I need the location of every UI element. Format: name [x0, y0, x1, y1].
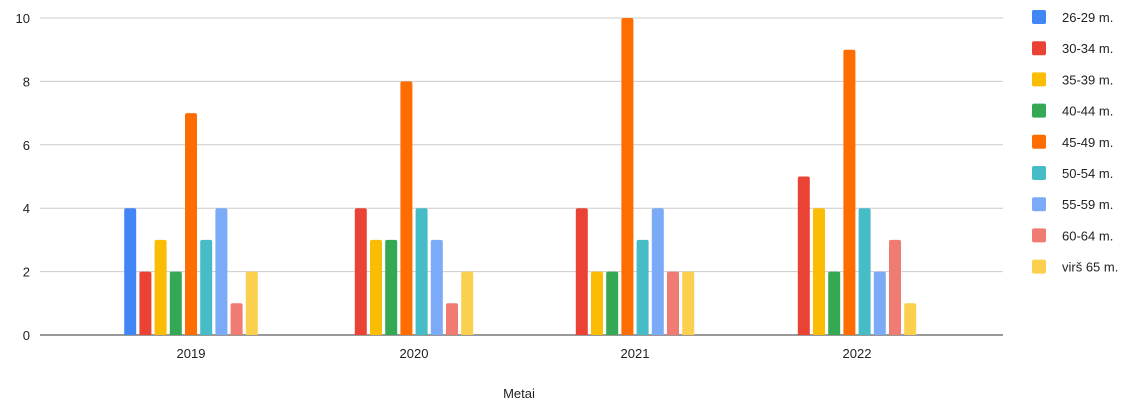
legend-swatch [1032, 166, 1046, 180]
bar-2020-40-44-m [385, 239, 398, 335]
y-tick-label: 2 [23, 265, 30, 280]
bar-2021-35-39-m [591, 271, 603, 335]
bar-2019-26-29-m [124, 208, 137, 335]
legend-item: 35-39 m. [1032, 72, 1113, 87]
gridlines [40, 17, 1003, 336]
y-tick-label: 10 [16, 11, 30, 26]
legend-label: 45-49 m. [1062, 135, 1113, 150]
legend-item: 60-64 m. [1032, 228, 1113, 243]
x-tick-label: 2020 [400, 346, 429, 361]
bar-2022-vir-65-m [904, 303, 917, 335]
legend-label: 60-64 m. [1062, 228, 1113, 243]
bar-2019-50-54-m [200, 239, 213, 335]
bar-2022-30-34-m [797, 176, 810, 335]
bar-2019-35-39-m [154, 239, 167, 335]
bar-2022-50-54-m [858, 208, 871, 335]
legend-item: 55-59 m. [1032, 197, 1113, 212]
legend-item: 50-54 m. [1032, 166, 1113, 181]
bar-2021-50-54-m [636, 239, 649, 335]
x-axis-ticks: 2019 2020 2021 2022 [177, 346, 872, 361]
legend: 26-29 m. 30-34 m. 35-39 m. 40-44 m. 45-49 m.… [1032, 10, 1118, 275]
bar-2022-55-59-m [873, 271, 886, 335]
legend-swatch [1032, 228, 1046, 243]
bar-2021-45-49-m [621, 18, 634, 335]
bar-2020-35-39-m [370, 239, 382, 335]
bar-2020-60-64-m [446, 303, 458, 335]
legend-label: 55-59 m. [1062, 197, 1113, 212]
x-axis-title: Metai [503, 386, 535, 401]
bar-2019-40-44-m [169, 271, 182, 335]
bar-2019-55-59-m [215, 208, 228, 335]
legend-swatch [1032, 103, 1046, 118]
bar-2021-40-44-m [606, 271, 619, 335]
bar-2021-vir-65-m [682, 271, 695, 335]
bar-2020-30-34-m [354, 208, 367, 335]
bar-2020-55-59-m [430, 239, 443, 335]
legend-swatch [1032, 259, 1046, 274]
legend-item: virš 65 m. [1032, 259, 1118, 275]
legend-swatch [1032, 41, 1046, 56]
legend-swatch [1032, 72, 1046, 87]
bar-2019-60-64-m [230, 303, 243, 335]
bar-2021-55-59-m [651, 208, 664, 335]
legend-item: 26-29 m. [1032, 10, 1113, 25]
y-tick-label: 8 [23, 74, 30, 89]
bar-2022-60-64-m [889, 239, 901, 335]
bar-2019-30-34-m [139, 271, 152, 335]
legend-swatch [1032, 134, 1046, 149]
y-tick-label: 0 [23, 328, 30, 343]
legend-label: 40-44 m. [1062, 104, 1113, 119]
legend-label: virš 65 m. [1062, 260, 1118, 275]
bar-2020-45-49-m [400, 81, 413, 336]
legend-label: 50-54 m. [1062, 166, 1113, 181]
bar-2022-35-39-m [813, 208, 825, 335]
bar-2020-vir-65-m [461, 271, 474, 335]
y-axis-ticks: 0 2 4 6 8 10 [16, 11, 30, 343]
bar-2022-40-44-m [828, 271, 841, 335]
bar-2019-45-49-m [185, 113, 197, 335]
legend-item: 45-49 m. [1032, 134, 1113, 150]
bar-2022-45-49-m [843, 49, 856, 335]
x-tick-label: 2019 [177, 346, 206, 361]
x-tick-label: 2021 [621, 346, 650, 361]
legend-label: 26-29 m. [1062, 10, 1113, 25]
legend-label: 30-34 m. [1062, 41, 1113, 56]
legend-label: 35-39 m. [1062, 72, 1113, 87]
bars [124, 18, 917, 336]
bar-2021-30-34-m [575, 208, 588, 335]
bar-2020-50-54-m [415, 208, 428, 335]
y-tick-label: 4 [23, 201, 30, 216]
y-tick-label: 6 [23, 138, 30, 153]
bar-2021-60-64-m [667, 271, 679, 335]
legend-swatch [1032, 197, 1046, 212]
x-tick-label: 2022 [843, 346, 872, 361]
legend-swatch [1032, 10, 1046, 24]
legend-item: 40-44 m. [1032, 103, 1113, 119]
bar-2019-vir-65-m [245, 271, 258, 335]
legend-item: 30-34 m. [1032, 41, 1113, 56]
